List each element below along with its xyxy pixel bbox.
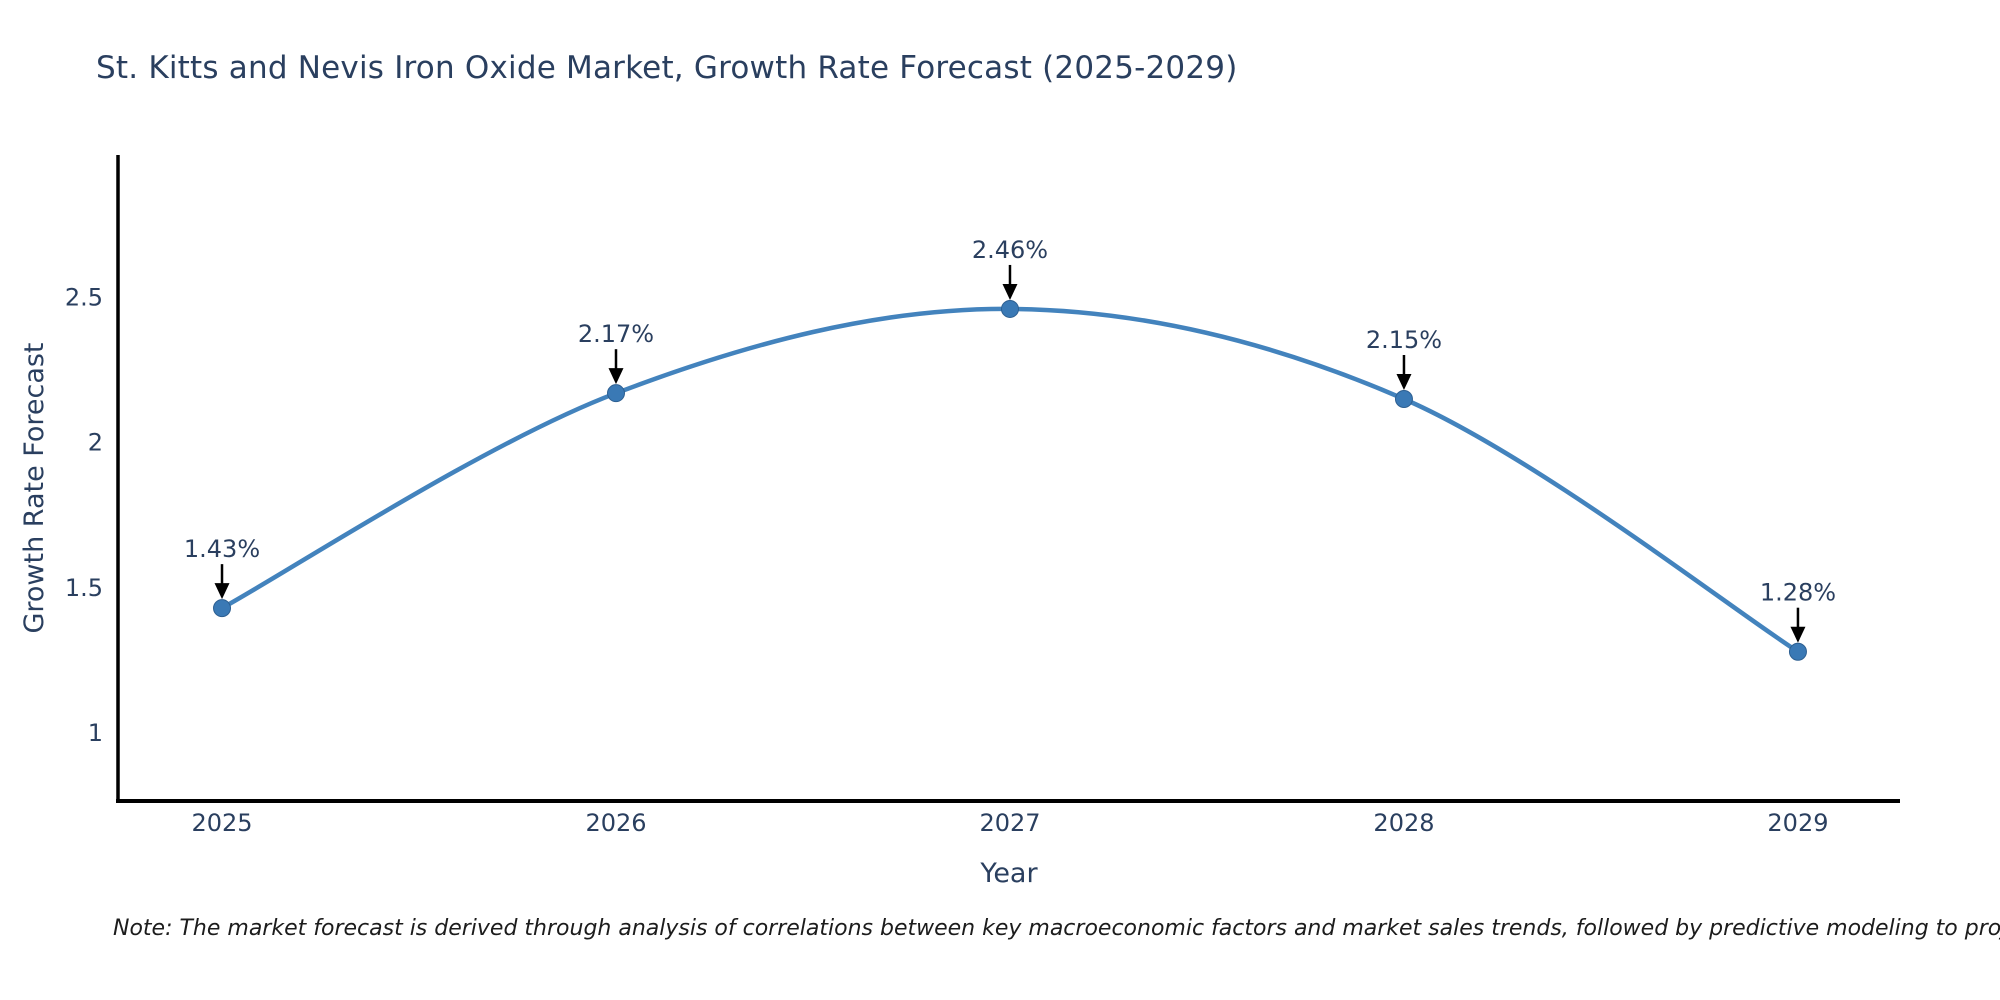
y-tick-label: 1.5 [65, 574, 103, 602]
annotation-arrow-head-icon [1396, 373, 1412, 390]
annotation-arrow-head-icon [608, 368, 624, 385]
y-tick-label: 1 [88, 719, 103, 747]
data-point-2026[interactable] [606, 384, 625, 403]
data-point-2029[interactable] [1788, 642, 1807, 661]
annotation-arrow-head-icon [1002, 283, 1018, 300]
chart-title: St. Kitts and Nevis Iron Oxide Market, G… [96, 50, 1238, 86]
data-point-2025[interactable] [213, 599, 232, 618]
forecast-line [219, 306, 1801, 654]
point-label-2028: 2.15% [1366, 326, 1442, 354]
x-tick-label: 2027 [979, 809, 1040, 837]
x-axis-title: Year [979, 858, 1038, 889]
x-tick-label: 2026 [585, 809, 646, 837]
y-tick-label: 2 [88, 429, 103, 457]
point-label-2026: 2.17% [578, 320, 654, 348]
point-label-2029: 1.28% [1760, 579, 1836, 607]
x-tick-label: 2029 [1767, 809, 1828, 837]
y-tick-label: 2.5 [65, 283, 103, 311]
point-label-2027: 2.46% [972, 236, 1048, 264]
footnote-text: Note: The market forecast is derived thr… [113, 916, 2000, 941]
annotation-arrow-head-icon [214, 583, 230, 600]
y-axis-title: Growth Rate Forecast [19, 342, 50, 633]
data-point-2027[interactable] [1000, 299, 1019, 318]
x-tick-label: 2028 [1373, 809, 1434, 837]
x-tick-label: 2025 [191, 809, 252, 837]
data-point-2028[interactable] [1394, 389, 1413, 408]
point-label-2025: 1.43% [184, 535, 260, 563]
annotation-arrow-head-icon [1790, 626, 1806, 643]
